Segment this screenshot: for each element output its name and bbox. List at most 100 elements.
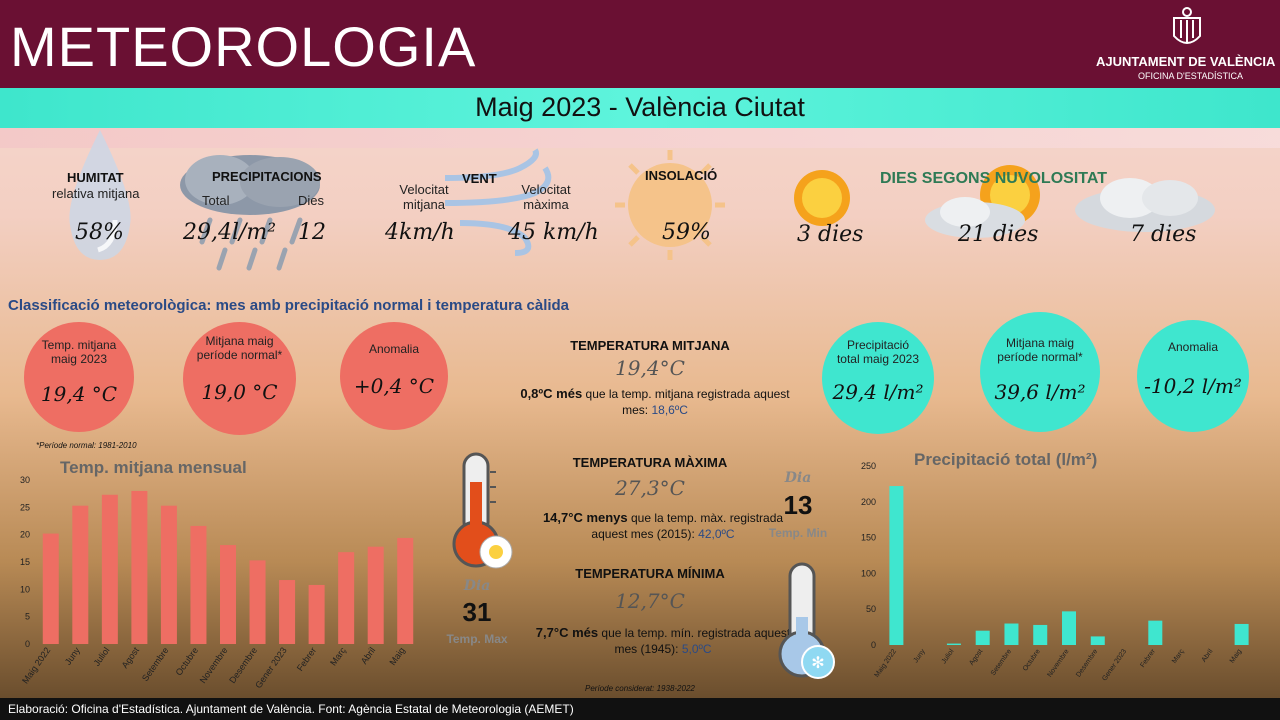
y-tick-label: 0 xyxy=(871,640,876,650)
text: que la temp. mitjana registrada aquest m… xyxy=(582,387,790,417)
y-tick-label: 100 xyxy=(861,568,876,578)
bar xyxy=(975,630,990,645)
dia-max-day: 31 xyxy=(462,597,492,627)
bar xyxy=(946,643,961,645)
temp-chart-title: Temp. mitjana mensual xyxy=(60,458,247,477)
org-subtitle: OFICINA D'ESTADÍSTICA xyxy=(1138,71,1244,81)
bar xyxy=(1234,623,1249,645)
nuvolositat-title: DIES SEGONS NUVOLOSITAT xyxy=(880,170,1107,187)
temp-maxima-value: 27,3°C xyxy=(615,476,685,500)
temp-maxima-note: 14,7°C menys que la temp. màx. registrad… xyxy=(528,510,798,542)
precip-title: PRECIPITACIONS xyxy=(212,169,322,184)
diff: 0,8ºC més xyxy=(520,386,583,401)
thermometer-hot-icon xyxy=(452,452,513,569)
temp-maxima-title: TEMPERATURA MÀXIMA xyxy=(572,455,728,470)
bar xyxy=(131,490,148,644)
wind-icon xyxy=(444,148,552,256)
x-tick-label: Octubre xyxy=(174,645,201,677)
y-tick-label: 150 xyxy=(861,533,876,543)
y-tick-label: 200 xyxy=(861,497,876,507)
x-tick-label: Abril xyxy=(1201,648,1215,664)
bar xyxy=(889,486,904,645)
title-band xyxy=(0,88,1280,128)
precip-total-value: 29,4l/m² xyxy=(183,220,277,245)
footer-credits: Elaboració: Oficina d'Estadística. Ajunt… xyxy=(0,698,1280,720)
circle-value: 19,4 °C xyxy=(40,382,118,406)
text: que la temp. màx. registrada aquest mes … xyxy=(591,511,784,541)
circle-value: 39,6 l/m² xyxy=(994,380,1086,404)
x-tick-label: Gener 2023 xyxy=(1101,648,1128,682)
temp-bar-chart: 0 5 10 15 20 25 30 Maig 2022 Juny Juliol AgostSete… xyxy=(20,475,414,690)
y-tick-label: 25 xyxy=(20,502,30,512)
precip-days-value: 12 xyxy=(298,220,326,245)
temp-mitjana-note: 0,8ºC més que la temp. mitjana registrad… xyxy=(520,386,790,418)
bar xyxy=(42,533,59,644)
humitat-value: 58% xyxy=(75,220,124,245)
y-tick-label: 15 xyxy=(20,557,30,567)
circle-label: Anomalia xyxy=(1167,340,1219,354)
ref: 18,6ºC xyxy=(651,403,688,417)
bar xyxy=(249,560,266,644)
x-tick-label: Juliol xyxy=(92,645,112,668)
y-tick-label: 0 xyxy=(25,639,30,649)
x-tick-label: Novembre xyxy=(1046,648,1070,679)
y-tick-label: 50 xyxy=(866,604,876,614)
temp-normal-circle: Mitjana maig període normal* 19,0 °C xyxy=(183,322,296,435)
precip-anomaly-circle: Anomalia -10,2 l/m² xyxy=(1137,320,1249,432)
temp-current-circle: Temp. mitjana maig 2023 19,4 °C xyxy=(24,322,134,432)
temp-mitjana-value: 19,4°C xyxy=(615,356,685,380)
ref: 5,0ºC xyxy=(681,642,712,656)
page-title: METEOROLOGIA xyxy=(10,15,477,78)
bar xyxy=(72,505,89,644)
cloudy-days-value: 7 dies xyxy=(1130,222,1197,247)
dia-min-day: 13 xyxy=(783,490,813,520)
header-bar xyxy=(0,0,1280,88)
y-tick-label: 5 xyxy=(25,612,30,622)
diff: 7,7°C més xyxy=(535,625,599,640)
circle-label: Temp. mitjana maig 2023 xyxy=(41,338,117,366)
circle-label: Mitjana maig període normal* xyxy=(196,334,283,362)
partly-cloudy-icon xyxy=(925,165,1040,238)
x-tick-label: Desembre xyxy=(1075,648,1099,679)
bar xyxy=(220,545,236,644)
precip-total-label: Total xyxy=(202,193,230,208)
temp-anomaly-circle: Anomalia +0,4 °C xyxy=(340,322,448,430)
temp-minima-title: TEMPERATURA MÍNIMA xyxy=(575,566,725,581)
report-title: Maig 2023 - València Ciutat xyxy=(475,92,805,122)
precip-bar-chart: 0 50 100 150 200 250 Maig 2022 Juny Juliol Agost S… xyxy=(861,461,1249,682)
x-tick-label: Gener 2023 xyxy=(253,645,288,690)
humitat-subtitle: relativa mitjana xyxy=(52,186,140,201)
temp-mitjana-title: TEMPERATURA MITJANA xyxy=(570,338,730,353)
dia-min-caption: Temp. Min xyxy=(768,526,828,540)
x-tick-label: Desembre xyxy=(227,645,259,685)
bar xyxy=(190,525,207,644)
x-tick-label: Febrer xyxy=(1139,648,1157,669)
circle-value: 29,4 l/m² xyxy=(832,380,924,404)
x-tick-label: Maig 2022 xyxy=(20,645,52,685)
precip-chart-title: Precipitació total (l/m²) xyxy=(914,450,1098,469)
x-tick-label: Setembre xyxy=(140,645,171,683)
circle-label: Precipitació total maig 2023 xyxy=(836,338,920,366)
precip-normal-circle: Mitjana maig període normal* 39,6 l/m² xyxy=(980,312,1100,432)
vent-avg-value: 4km/h xyxy=(385,220,455,245)
bar xyxy=(397,537,414,644)
x-tick-label: Juny xyxy=(63,645,82,667)
circle-value: -10,2 l/m² xyxy=(1144,374,1242,398)
circle-value: 19,0 °C xyxy=(201,380,278,404)
clear-days-value: 3 dies xyxy=(797,222,864,247)
thermometer-cold-icon: ✻ xyxy=(778,562,835,679)
partly-cloudy-days-value: 21 dies xyxy=(958,222,1039,247)
x-tick-label: Agost xyxy=(968,648,984,667)
diff: 14,7°C menys xyxy=(542,510,628,525)
vent-max-value: 45 km/h xyxy=(508,220,599,245)
temp-minima-value: 12,7°C xyxy=(615,589,685,613)
classification-text: Classificació meteorològica: mes amb pre… xyxy=(8,297,570,314)
water-drop-icon xyxy=(69,130,131,260)
bar xyxy=(101,494,118,644)
x-tick-label: Maig xyxy=(1229,648,1243,665)
x-tick-label: Febrer xyxy=(295,645,318,672)
sun-icon xyxy=(615,150,725,260)
subtitle-band xyxy=(0,128,1280,148)
x-tick-label: Novembre xyxy=(198,645,230,685)
circle-label: Anomalia xyxy=(368,342,420,356)
